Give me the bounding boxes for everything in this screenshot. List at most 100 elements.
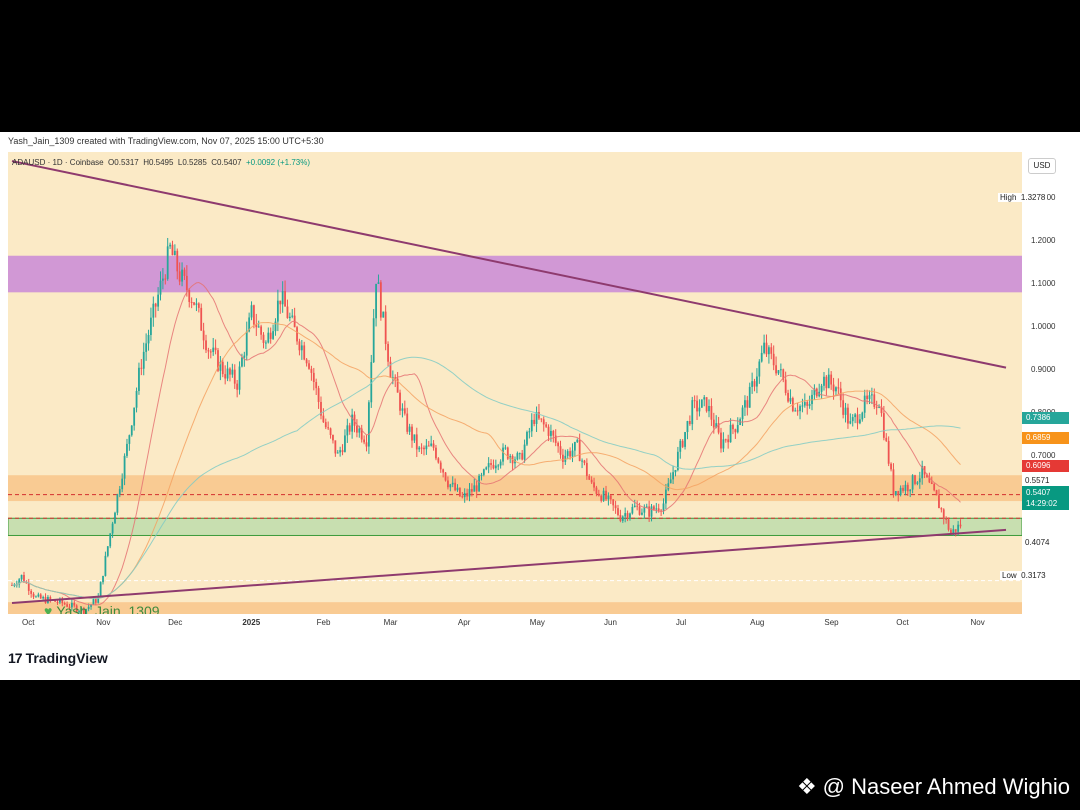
level-5571-label: 0.5571 bbox=[1025, 476, 1050, 485]
candle-body bbox=[193, 302, 195, 305]
candle-body bbox=[298, 341, 301, 351]
candle-body bbox=[523, 444, 526, 460]
candle-body bbox=[379, 282, 382, 318]
candle-body bbox=[782, 369, 785, 380]
candle-body bbox=[957, 524, 960, 532]
candle-body bbox=[169, 244, 171, 247]
candle-body bbox=[408, 426, 411, 432]
time-axis[interactable]: Oct Nov Dec 2025 Feb Mar Apr May Jun Jul Aug Sep Oct… bbox=[8, 614, 1022, 634]
candle-body bbox=[904, 484, 907, 491]
time-tick: Oct bbox=[22, 618, 35, 627]
candle-body bbox=[114, 512, 116, 524]
currency-selector[interactable]: USD bbox=[1028, 158, 1056, 174]
candle-body bbox=[281, 291, 284, 305]
candle-body bbox=[557, 442, 560, 447]
candle-body bbox=[741, 407, 744, 420]
candle-body bbox=[262, 334, 265, 343]
symbol-label[interactable]: ADAUSD · 1D · Coinbase bbox=[12, 158, 104, 167]
candle-body bbox=[195, 303, 198, 305]
candle-body bbox=[396, 378, 399, 393]
candle-body bbox=[593, 482, 595, 488]
candle-body bbox=[42, 597, 45, 599]
candle-body bbox=[700, 399, 703, 408]
tradingview-logo[interactable]: 17 TradingView bbox=[8, 650, 108, 666]
candle-body bbox=[118, 489, 121, 495]
candle-body bbox=[116, 494, 119, 513]
ma-teal-tag: 0.7386 bbox=[1022, 412, 1069, 424]
candle-body bbox=[121, 478, 124, 490]
candle-body bbox=[751, 381, 754, 387]
candle-body bbox=[173, 250, 176, 256]
candle-body bbox=[801, 405, 804, 407]
candle-body bbox=[813, 388, 816, 395]
candle-body bbox=[59, 598, 61, 603]
candle-body bbox=[717, 423, 720, 433]
price-tick: 0.7000 bbox=[1031, 450, 1056, 460]
candle-body bbox=[724, 439, 727, 441]
candle-body bbox=[162, 278, 164, 281]
candle-body bbox=[538, 412, 540, 419]
candle-body bbox=[320, 401, 322, 416]
candle-body bbox=[940, 508, 943, 510]
candle-body bbox=[487, 463, 490, 468]
candle-body bbox=[756, 376, 758, 387]
last-price-value: 0.5407 bbox=[1026, 488, 1051, 497]
candle-body bbox=[930, 482, 933, 485]
plot-area[interactable]: ADAUSD · 1D · Coinbase O0.5317 H0.5495 L… bbox=[8, 152, 1022, 634]
price-tick: 1.2000 bbox=[1031, 235, 1056, 245]
chart-svg[interactable] bbox=[8, 152, 1022, 634]
candle-body bbox=[918, 478, 921, 483]
candle-body bbox=[480, 474, 483, 476]
candle-body bbox=[360, 428, 363, 440]
candle-body bbox=[734, 429, 737, 433]
price-axis[interactable]: 1.30001.20001.10001.00000.90000.80000.70… bbox=[1022, 152, 1072, 634]
candle-body bbox=[868, 395, 871, 400]
candle-body bbox=[391, 377, 394, 379]
candle-body bbox=[775, 365, 777, 374]
candle-body bbox=[181, 269, 183, 282]
candle-body bbox=[339, 450, 342, 453]
candle-body bbox=[873, 394, 876, 407]
price-tick: 0.9000 bbox=[1031, 364, 1056, 374]
candle-body bbox=[892, 469, 895, 495]
candle-body bbox=[662, 503, 665, 511]
candle-body bbox=[808, 404, 811, 406]
candle-body bbox=[291, 315, 294, 317]
candle-body bbox=[200, 307, 203, 331]
candle-body bbox=[916, 482, 919, 484]
time-tick: Aug bbox=[750, 618, 765, 627]
candle-body bbox=[526, 431, 528, 445]
candle-body bbox=[473, 485, 476, 492]
candle-body bbox=[49, 597, 52, 600]
candle-body bbox=[135, 390, 138, 408]
ascending-support bbox=[11, 528, 1007, 605]
candle-body bbox=[691, 400, 694, 425]
candle-body bbox=[154, 303, 157, 307]
candle-body bbox=[688, 421, 691, 425]
candle-body bbox=[894, 491, 897, 495]
candle-body bbox=[104, 555, 107, 576]
candle-body bbox=[945, 518, 948, 520]
candle-body bbox=[720, 432, 722, 449]
time-tick: Dec bbox=[168, 618, 183, 627]
candle-body bbox=[190, 301, 193, 303]
candle-body bbox=[715, 423, 718, 428]
candle-body bbox=[708, 405, 710, 412]
candle-body bbox=[595, 487, 598, 494]
candle-body bbox=[23, 574, 25, 583]
time-tick: Nov bbox=[970, 618, 985, 627]
candle-body bbox=[617, 508, 619, 516]
candle-body bbox=[85, 609, 88, 615]
candle-body bbox=[451, 482, 454, 485]
candle-body bbox=[300, 345, 303, 351]
candle-body bbox=[109, 533, 112, 547]
candle-body bbox=[413, 434, 416, 441]
credit-line: Yash_Jain_1309 created with TradingView.… bbox=[8, 136, 324, 146]
candle-body bbox=[585, 462, 588, 477]
candle-body bbox=[142, 351, 145, 369]
candle-body bbox=[92, 599, 95, 605]
candle-body bbox=[346, 425, 349, 436]
candle-body bbox=[540, 418, 543, 420]
candle-body bbox=[310, 368, 313, 373]
candle-body bbox=[830, 374, 833, 385]
